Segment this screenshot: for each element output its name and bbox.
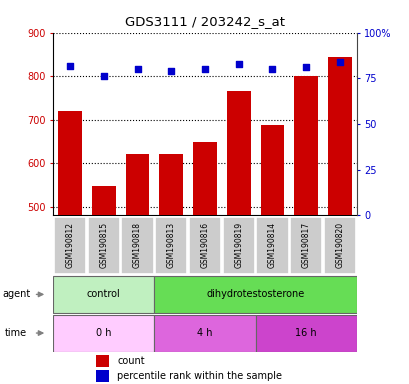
Text: GSM190818: GSM190818 (133, 222, 142, 268)
Point (168, 68, 174, 74)
Bar (189, 217, 220, 274)
Point (268, 66, 275, 72)
Bar (121, 217, 153, 274)
Bar (88, 217, 120, 274)
Bar (222, 217, 254, 274)
Text: GSM190814: GSM190814 (267, 222, 276, 268)
Text: GSM190816: GSM190816 (200, 222, 209, 268)
Text: GSM190812: GSM190812 (65, 222, 74, 268)
Text: GSM190815: GSM190815 (99, 222, 108, 268)
Point (67, 63, 73, 69)
Bar (226, 91, 250, 215)
Point (134, 66, 141, 72)
Bar (294, 76, 317, 215)
Text: count: count (117, 356, 144, 366)
Bar (255, 314, 356, 352)
Bar (323, 217, 355, 274)
Bar (159, 154, 183, 215)
Point (100, 73, 107, 79)
Bar (96, 354, 109, 367)
Text: dihydrotestosterone: dihydrotestosterone (206, 290, 304, 300)
Point (201, 66, 208, 72)
Text: GSM190817: GSM190817 (301, 222, 310, 268)
Text: agent: agent (2, 290, 30, 300)
Bar (53, 276, 154, 313)
Text: 16 h: 16 h (294, 328, 316, 338)
Point (336, 59, 342, 65)
Bar (260, 125, 283, 215)
Point (235, 61, 241, 67)
Text: GDS3111 / 203242_s_at: GDS3111 / 203242_s_at (125, 15, 284, 28)
Bar (54, 217, 86, 274)
Text: GSM190813: GSM190813 (166, 222, 175, 268)
Text: time: time (5, 328, 27, 338)
Bar (53, 314, 154, 352)
Bar (126, 154, 149, 215)
Bar (154, 276, 356, 313)
Text: GSM190819: GSM190819 (234, 222, 243, 268)
Bar (155, 217, 187, 274)
Bar (256, 217, 288, 274)
Bar (58, 111, 82, 215)
Bar (96, 371, 109, 382)
Text: 0 h: 0 h (96, 328, 111, 338)
Bar (92, 186, 115, 215)
Bar (154, 314, 255, 352)
Point (302, 64, 309, 70)
Text: 4 h: 4 h (197, 328, 212, 338)
Bar (193, 142, 216, 215)
Text: GSM190820: GSM190820 (335, 222, 344, 268)
Bar (327, 58, 351, 215)
Text: control: control (87, 290, 120, 300)
Text: percentile rank within the sample: percentile rank within the sample (117, 371, 281, 381)
Bar (289, 217, 321, 274)
